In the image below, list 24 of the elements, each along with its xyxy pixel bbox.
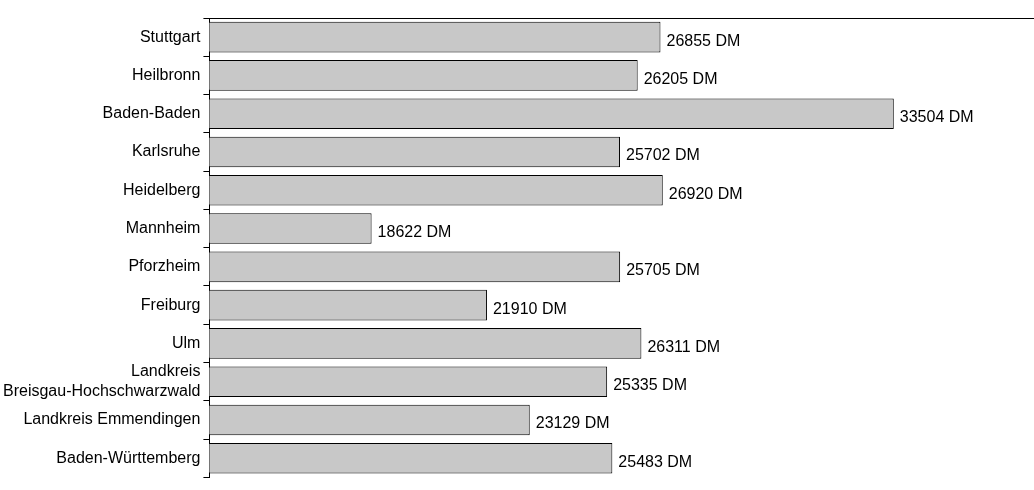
data-label: 21910 DM xyxy=(492,299,567,317)
y-tick-label: Landkreis Breisgau-Hochschwarzwald xyxy=(2,362,201,399)
data-label: 25702 DM xyxy=(626,146,700,164)
y-tick-label: Stuttgart xyxy=(139,27,201,45)
data-label: 25705 DM xyxy=(626,261,700,279)
y-tick-label: Heidelberg xyxy=(123,180,201,198)
data-label: 25335 DM xyxy=(613,376,687,394)
data-label: 26920 DM xyxy=(668,184,743,202)
y-tick-label: Mannheim xyxy=(125,218,201,236)
y-tick-label: Freiburg xyxy=(140,295,201,313)
y-tick-label: Karlsruhe xyxy=(131,142,201,160)
data-label: 26205 DM xyxy=(643,69,718,87)
data-label: 23129 DM xyxy=(535,414,610,432)
y-tick-label: Ulm xyxy=(171,333,201,351)
y-tick-label: Heilbronn xyxy=(131,65,201,83)
data-label: 33504 DM xyxy=(899,108,974,126)
y-tick-label: Pforzheim xyxy=(128,257,201,275)
data-label: 26855 DM xyxy=(666,31,741,49)
y-tick-label: Baden-Württemberg xyxy=(56,448,201,466)
y-tick-label: Baden-Baden xyxy=(102,104,201,122)
data-label: 25483 DM xyxy=(618,452,693,470)
data-label: 18622 DM xyxy=(377,222,452,240)
data-label: 26311 DM xyxy=(647,337,721,355)
y-tick-label: Landkreis Emmendingen xyxy=(23,410,201,428)
